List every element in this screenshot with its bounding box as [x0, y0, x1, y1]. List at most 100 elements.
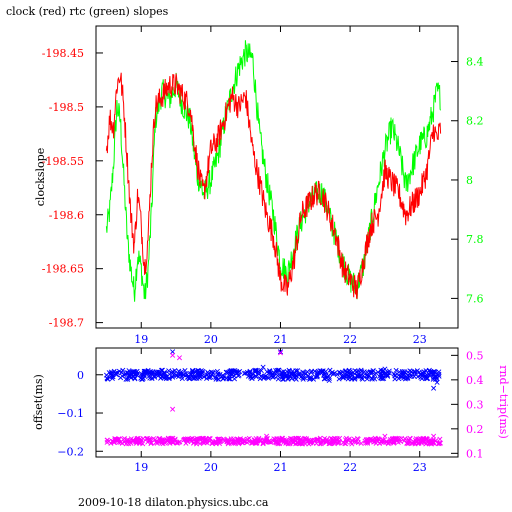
offset-point [289, 368, 296, 374]
offset-point [300, 369, 306, 375]
top-y-axis-label: clockslope [34, 148, 47, 206]
offset-point [109, 375, 115, 382]
offset-point [354, 368, 360, 375]
offset-point [179, 376, 185, 382]
offset-point [403, 375, 409, 381]
offset-point [396, 369, 402, 375]
offset-point [392, 376, 398, 382]
offset-point [237, 368, 243, 375]
offset-point [247, 369, 253, 375]
offset-point-outlier [382, 366, 388, 372]
round-trip-point [385, 440, 391, 446]
round-trip-point [229, 439, 235, 445]
round-trip-point [318, 441, 324, 447]
offset-point [412, 371, 419, 377]
bottom-x-tick-label: 20 [204, 461, 218, 474]
offset-point [219, 374, 225, 380]
round-trip-point [260, 441, 266, 447]
offset-point [301, 375, 308, 381]
round-trip-point [121, 439, 127, 445]
bottom-left-y-tick-label: 0 [77, 369, 84, 382]
offset-point [146, 371, 152, 377]
round-trip-point [209, 441, 215, 447]
round-trip-point [115, 437, 121, 443]
offset-point [330, 371, 336, 377]
bottom-x-tick-label: 22 [343, 461, 357, 474]
offset-point [158, 367, 165, 373]
top-x-axis: 19 20 21 22 23 [134, 26, 427, 346]
offset-point [253, 373, 259, 379]
round-trip-point [176, 439, 182, 445]
round-trip-point [220, 436, 227, 442]
offset-point [314, 374, 320, 380]
offset-point [372, 371, 378, 377]
offset-point [247, 368, 253, 374]
top-left-y-tick-label: -198.5 [49, 101, 84, 114]
offset-point [307, 376, 313, 382]
offset-point [224, 369, 230, 375]
offset-point [215, 376, 222, 382]
offset-point [261, 375, 267, 381]
offset-point [409, 373, 415, 379]
round-trip-point [172, 437, 178, 443]
round-trip-point [433, 438, 439, 444]
round-trip-point [407, 435, 413, 441]
offset-point [197, 370, 203, 376]
offset-point [127, 373, 133, 379]
offset-point [215, 371, 221, 377]
round-trip-point [287, 437, 293, 443]
round-trip-point [394, 438, 400, 444]
offset-point [436, 373, 442, 379]
offset-point [304, 369, 310, 375]
offset-point [189, 369, 196, 375]
offset-point [356, 373, 362, 379]
top-right-y-axis: 7.6 7.8 8 8.2 8.4 [451, 56, 484, 305]
offset-point [359, 375, 365, 381]
offset-point [225, 369, 232, 375]
round-trip-point [404, 440, 410, 446]
bottom-left-y-axis-label: offset(ms) [32, 374, 45, 430]
offset-point [177, 371, 183, 377]
round-trip-point [437, 440, 444, 446]
round-trip-point [275, 440, 281, 446]
round-trip-point [166, 439, 172, 445]
round-trip-point [336, 440, 342, 446]
round-trip-point [353, 439, 359, 445]
round-trip-point [202, 436, 208, 443]
round-trip-point [337, 435, 343, 441]
offset-point [407, 373, 413, 379]
offset-point [350, 369, 356, 375]
offset-point [300, 375, 306, 381]
offset-point [270, 374, 276, 380]
round-trip-point [193, 441, 200, 447]
offset-point [386, 368, 392, 374]
round-trip-point [196, 436, 202, 442]
round-trip-point [216, 436, 223, 442]
round-trip-point [236, 441, 242, 447]
bottom-right-y-tick-label: 0.3 [466, 398, 484, 411]
offset-point-outlier [431, 385, 437, 391]
offset-point [378, 372, 384, 378]
offset-point [182, 367, 188, 374]
round-trip-point [280, 437, 286, 443]
round-trip-point [255, 438, 261, 444]
offset-point [266, 368, 273, 374]
round-trip-point [376, 436, 382, 442]
offset-point [281, 376, 287, 382]
top-right-y-tick-label: 8 [466, 174, 473, 187]
round-trip-point [331, 441, 337, 447]
offset-point [372, 376, 378, 382]
round-trip-point [159, 437, 165, 444]
clock-slope-line [105, 72, 442, 299]
round-trip-point [156, 439, 162, 445]
offset-point [274, 367, 280, 373]
round-trip-point [394, 436, 400, 442]
offset-point [134, 368, 140, 374]
round-trip-point [380, 437, 386, 443]
offset-point [258, 368, 264, 374]
top-left-y-tick-label: -198.45 [42, 47, 84, 60]
bottom-right-y-axis-label: rnd−trip(ms) [497, 365, 510, 439]
footer-caption: 2009-10-18 dilaton.physics.ubc.ca [78, 496, 269, 509]
offset-point [430, 376, 436, 382]
